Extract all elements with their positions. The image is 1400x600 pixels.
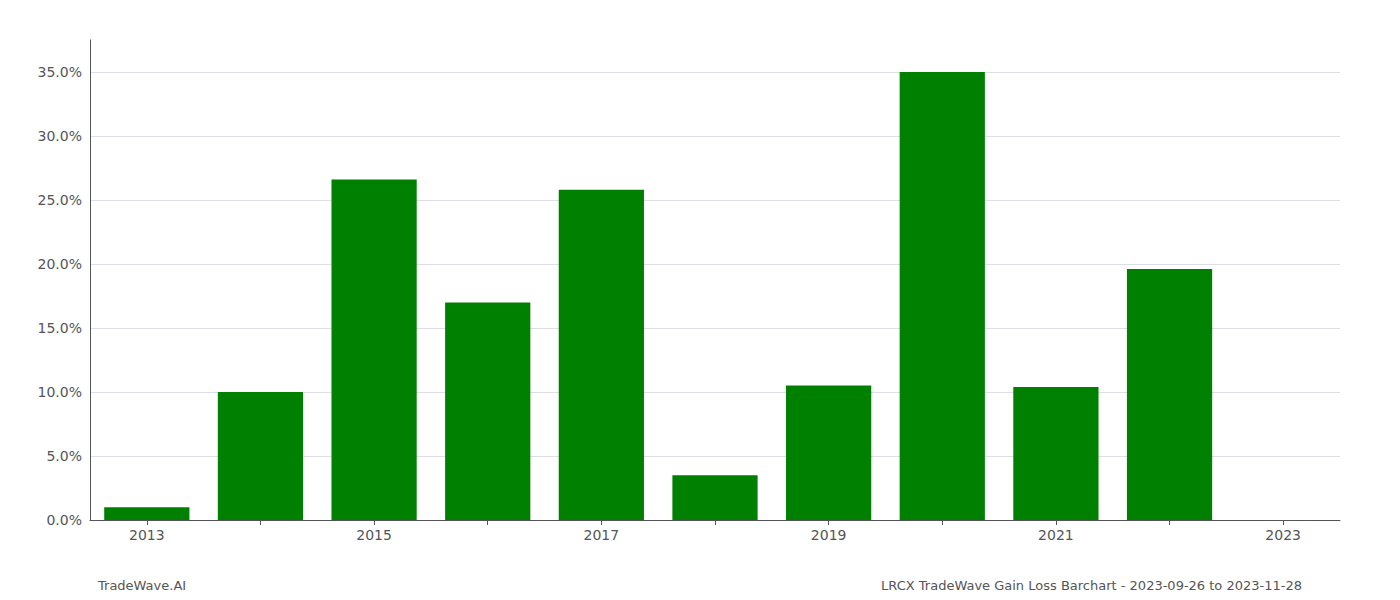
svg-text:2021: 2021	[1038, 527, 1074, 543]
svg-text:2013: 2013	[129, 527, 165, 543]
svg-text:2015: 2015	[356, 527, 392, 543]
svg-text:LRCX TradeWave Gain Loss Barch: LRCX TradeWave Gain Loss Barchart - 2023…	[881, 578, 1302, 593]
svg-text:TradeWave.AI: TradeWave.AI	[97, 578, 186, 593]
svg-text:10.0%: 10.0%	[38, 384, 82, 400]
svg-text:0.0%: 0.0%	[46, 512, 82, 528]
svg-text:5.0%: 5.0%	[46, 448, 82, 464]
svg-text:25.0%: 25.0%	[38, 192, 82, 208]
svg-text:2019: 2019	[811, 527, 847, 543]
svg-text:2017: 2017	[584, 527, 620, 543]
svg-text:30.0%: 30.0%	[38, 128, 82, 144]
svg-text:2023: 2023	[1265, 527, 1301, 543]
svg-text:15.0%: 15.0%	[38, 320, 82, 336]
svg-text:20.0%: 20.0%	[38, 256, 82, 272]
svg-text:35.0%: 35.0%	[38, 64, 82, 80]
